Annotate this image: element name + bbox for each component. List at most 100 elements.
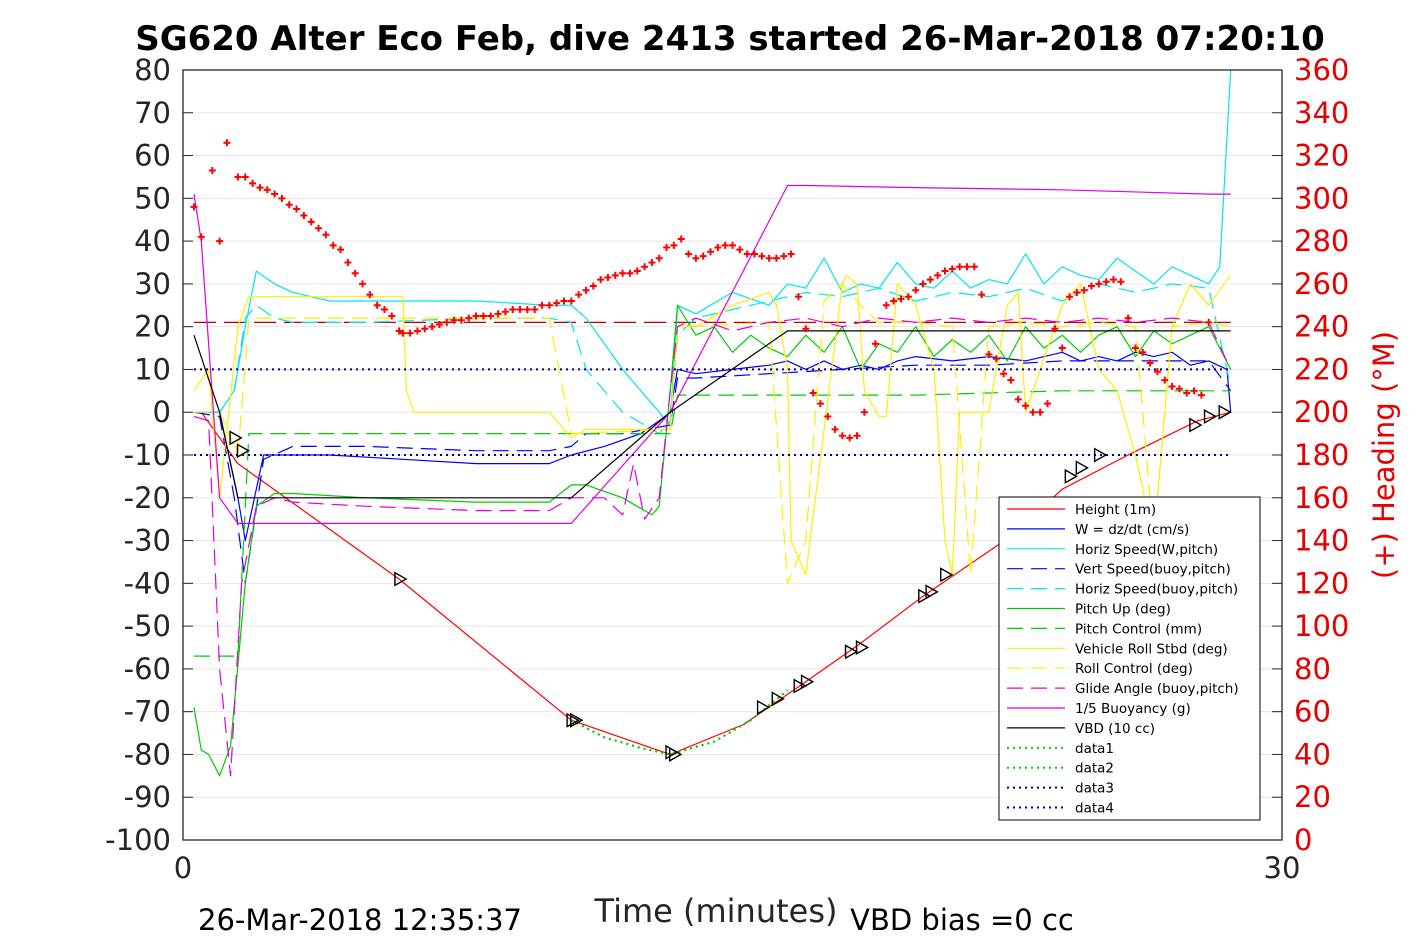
heading-point xyxy=(611,271,619,279)
legend-label: 1/5 Buoyancy (g) xyxy=(1075,701,1191,717)
heading-point xyxy=(626,269,634,277)
legend-label: W = dz/dt (cm/s) xyxy=(1075,522,1189,538)
heading-point xyxy=(575,291,583,299)
legend-label: Pitch Control (mm) xyxy=(1075,621,1202,637)
y-tick-label-right: 240 xyxy=(1294,310,1349,344)
heading-point xyxy=(1000,370,1008,378)
legend: Height (1m) W = dz/dt (cm/s) Horiz Speed(W… xyxy=(998,496,1261,821)
heading-point xyxy=(1124,314,1132,322)
heading-point xyxy=(633,267,641,275)
heading-point xyxy=(1051,325,1059,333)
heading-point xyxy=(1080,286,1088,294)
heading-point xyxy=(1117,278,1125,286)
heading-point xyxy=(472,312,480,320)
heading-point xyxy=(743,250,751,258)
heading-point xyxy=(663,244,671,252)
heading-point xyxy=(380,306,388,314)
legend-label: Horiz Speed(W,pitch) xyxy=(1075,542,1218,558)
heading-point xyxy=(234,173,242,181)
series-line-vbd-10-cc xyxy=(193,330,1231,499)
heading-point xyxy=(1022,402,1030,410)
series-line-vert-speed-buoy-pitch xyxy=(193,360,1232,584)
y-tick-label-right: 0 xyxy=(1294,823,1312,857)
heading-point xyxy=(208,167,216,175)
heading-point xyxy=(479,312,487,320)
y-tick-label-left: 0 xyxy=(153,395,171,429)
triangle-marker xyxy=(771,691,785,707)
triangle-marker xyxy=(1064,468,1078,484)
heading-point xyxy=(1102,278,1110,286)
heading-point xyxy=(560,297,568,305)
heading-point xyxy=(428,323,436,331)
triangle-marker xyxy=(668,746,683,762)
heading-point xyxy=(978,291,986,299)
legend-label: Roll Control (deg) xyxy=(1075,661,1193,677)
heading-point xyxy=(1109,276,1117,284)
triangle-marker xyxy=(940,567,954,583)
heading-point xyxy=(531,306,539,314)
y-tick-label-right: 140 xyxy=(1294,524,1349,558)
heading-point xyxy=(487,312,495,320)
y-tick-label-right: 340 xyxy=(1294,96,1349,130)
triangle-marker xyxy=(1075,460,1089,476)
y-tick-label-left: 20 xyxy=(134,310,171,344)
triangle-marker xyxy=(918,588,932,604)
heading-point xyxy=(1205,318,1213,326)
heading-point xyxy=(648,259,656,266)
y-tick-label-left: -50 xyxy=(124,609,171,643)
heading-point xyxy=(926,276,934,284)
legend-label: Vert Speed(buoy,pitch) xyxy=(1075,562,1231,578)
heading-point xyxy=(685,250,693,258)
heading-point xyxy=(904,293,912,301)
heading-point xyxy=(619,269,627,277)
y-tick-label-right: 300 xyxy=(1294,181,1349,215)
heading-point xyxy=(729,241,736,249)
triangle-marker xyxy=(800,674,815,690)
chart-title: SG620 Alter Eco Feb, dive 2413 started 2… xyxy=(135,19,1325,59)
heading-point xyxy=(1058,344,1066,352)
heading-point xyxy=(366,291,374,299)
heading-point xyxy=(853,432,861,440)
legend-label: data4 xyxy=(1075,801,1114,817)
heading-point xyxy=(337,246,345,254)
heading-point xyxy=(1153,368,1161,376)
triangle-marker xyxy=(570,712,584,728)
triangle-marker xyxy=(1203,409,1218,424)
series-line-roll-control-deg xyxy=(194,283,1231,584)
heading-point xyxy=(322,231,330,239)
heading-point xyxy=(271,190,279,198)
heading-point xyxy=(1014,395,1022,403)
y-tick-label-right: 120 xyxy=(1294,566,1349,600)
heading-point xyxy=(465,314,473,322)
y-tick-label-right: 160 xyxy=(1294,481,1349,515)
y-tick-label-left: 50 xyxy=(134,181,171,215)
heading-point xyxy=(315,224,323,232)
heading-point xyxy=(1044,400,1052,408)
heading-point xyxy=(1007,376,1015,384)
triangle-marker xyxy=(756,699,771,715)
heading-point xyxy=(846,434,854,442)
legend-label: Glide Angle (buoy,pitch) xyxy=(1075,681,1239,697)
heading-point xyxy=(838,432,846,440)
heading-point xyxy=(582,286,590,294)
heading-point xyxy=(824,413,832,420)
heading-point xyxy=(494,310,502,318)
legend-label: Height (1m) xyxy=(1075,502,1156,518)
heading-point xyxy=(765,254,773,262)
y-tick-label-left: 70 xyxy=(134,96,171,130)
heading-point xyxy=(816,400,824,408)
heading-point xyxy=(1088,282,1096,290)
heading-point xyxy=(190,203,198,211)
y-tick-label-left: 60 xyxy=(134,139,171,173)
heading-point xyxy=(721,241,729,249)
heading-point xyxy=(1066,293,1074,301)
y-tick-label-right: 260 xyxy=(1294,267,1349,301)
y-tick-label-left: -30 xyxy=(124,524,171,558)
heading-point xyxy=(970,263,978,271)
heading-point xyxy=(871,340,879,348)
y-tick-label-left: -10 xyxy=(124,438,171,472)
y-tick-label-left: -100 xyxy=(105,823,171,857)
y-tick-label-right: 40 xyxy=(1294,737,1331,771)
y-tick-label-right: 20 xyxy=(1294,780,1331,814)
triangle-marker xyxy=(1093,447,1108,463)
